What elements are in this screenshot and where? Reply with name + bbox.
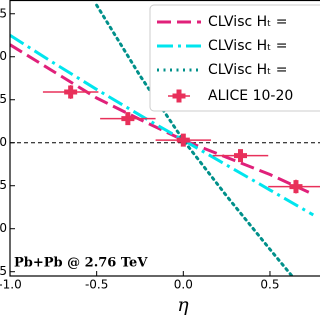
series-line xyxy=(10,33,315,217)
x-tick-label: -1.0 xyxy=(0,278,22,292)
series-line xyxy=(95,3,294,276)
x-tick-label: 0.5 xyxy=(260,278,279,292)
y-tick-label: 5 xyxy=(0,6,7,20)
data-point xyxy=(234,149,248,163)
annotation: Pb+Pb @ 2.76 TeV xyxy=(14,256,148,271)
series-line xyxy=(10,43,314,196)
y-tick-label: 0 xyxy=(0,49,7,63)
axes-frame xyxy=(9,0,320,277)
legend-label: ALICE 10-20 xyxy=(208,88,293,104)
y-tick-label: 0 xyxy=(0,135,7,149)
legend: CLVisc Hₜ = CLVisc Hₜ = CLVisc Hₜ = ALICE 1… xyxy=(149,4,320,112)
x-axis-label: η xyxy=(177,294,189,316)
legend-label: CLVisc Hₜ = xyxy=(208,62,287,78)
plot-area xyxy=(10,3,320,276)
x-tick-label: -0.5 xyxy=(85,278,108,292)
y-tick-label: 5 xyxy=(0,178,7,192)
data-point xyxy=(176,133,190,147)
legend-label: CLVisc Hₜ = xyxy=(208,38,287,54)
data-point xyxy=(64,85,78,99)
y-tick-label: 5 xyxy=(0,264,7,278)
legend-label: CLVisc Hₜ = xyxy=(208,14,287,30)
y-tick-label: 0 xyxy=(0,221,7,235)
legend-box xyxy=(149,4,320,112)
x-tick-label: 0.0 xyxy=(174,278,193,292)
y-tick-label: 5 xyxy=(0,92,7,106)
legend-swatch xyxy=(172,89,186,103)
data-point xyxy=(289,180,303,194)
data-point xyxy=(121,112,135,126)
